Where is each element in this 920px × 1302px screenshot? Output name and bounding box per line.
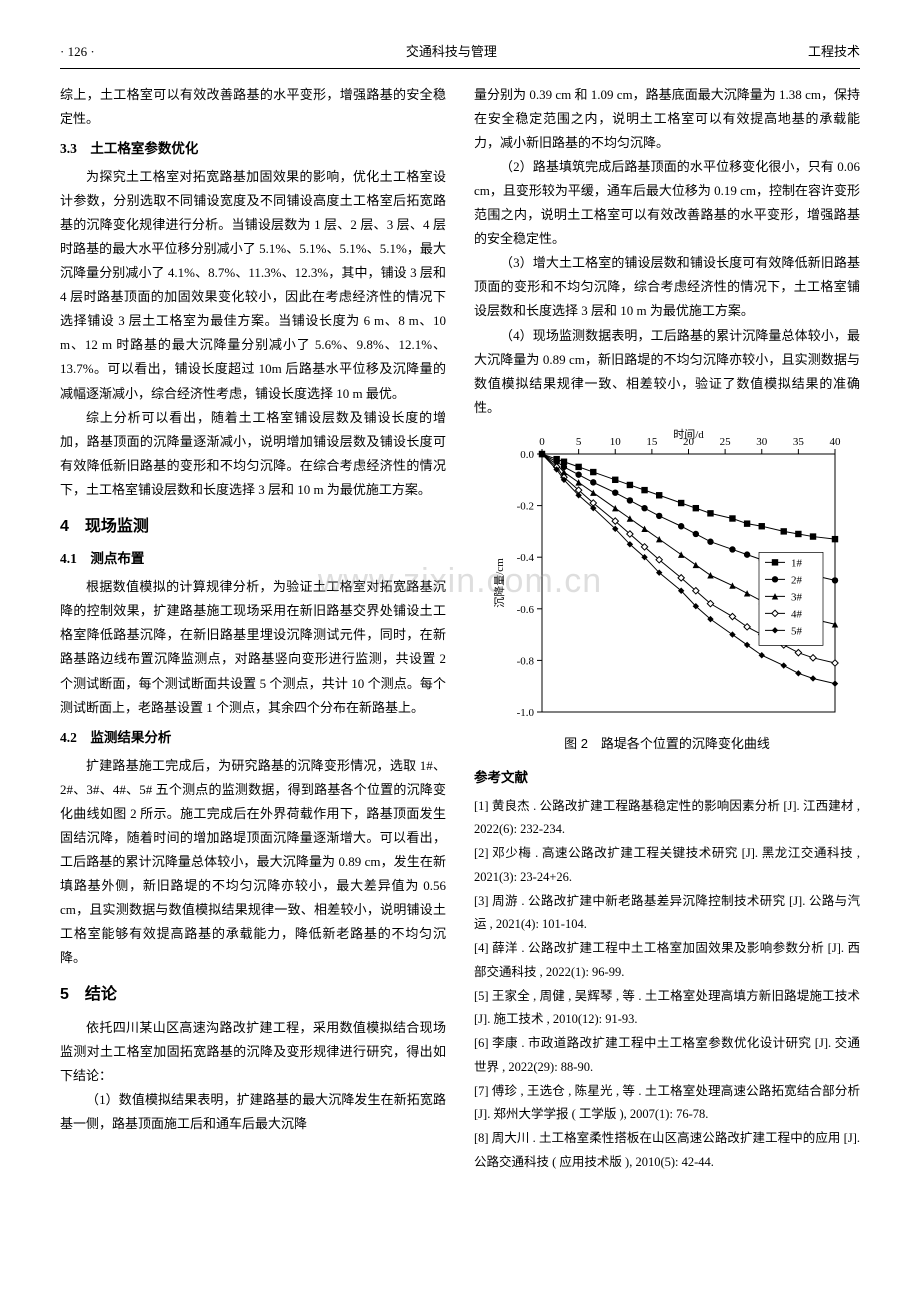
para-5-2: （1）数值模拟结果表明，扩建路基的最大沉降发生在新拓宽路基一侧，路基顶面施工后和…	[60, 1088, 446, 1136]
page-header: · 126 · 交通科技与管理 工程技术	[60, 40, 860, 69]
svg-text:0: 0	[539, 436, 545, 448]
para-3-3-1: 为探究土工格室对拓宽路基加固效果的影响，优化土工格室设计参数，分别选取不同铺设宽…	[60, 165, 446, 405]
two-column-layout: 综上，土工格室可以有效改善路基的水平变形，增强路基的安全稳定性。 3.3 土工格…	[60, 83, 860, 1175]
svg-text:-0.8: -0.8	[517, 655, 535, 667]
svg-text:10: 10	[610, 436, 622, 448]
heading-5: 5 结论	[60, 980, 446, 1010]
svg-text:-0.6: -0.6	[517, 604, 535, 616]
para-4-1: 根据数值模拟的计算规律分析，为验证土工格室对拓宽路基沉降的控制效果，扩建路基施工…	[60, 575, 446, 719]
svg-text:5#: 5#	[791, 625, 803, 637]
svg-text:35: 35	[793, 436, 805, 448]
reference-item: [7] 傅珍 , 王选仓 , 陈星光 , 等 . 土工格室处理高速公路拓宽结合部…	[474, 1080, 860, 1128]
left-column: 综上，土工格室可以有效改善路基的水平变形，增强路基的安全稳定性。 3.3 土工格…	[60, 83, 446, 1175]
reference-item: [1] 黄良杰 . 公路改扩建工程路基稳定性的影响因素分析 [J]. 江西建材 …	[474, 795, 860, 843]
svg-text:-0.4: -0.4	[517, 552, 535, 564]
svg-text:15: 15	[646, 436, 658, 448]
para-5-1: 依托四川某山区高速沟路改扩建工程，采用数值模拟结合现场监测对土工格室加固拓宽路基…	[60, 1016, 446, 1088]
figure-2-caption: 图 2 路堤各个位置的沉降变化曲线	[474, 732, 860, 756]
para-continuation: 综上，土工格室可以有效改善路基的水平变形，增强路基的安全稳定性。	[60, 83, 446, 131]
para-concl-2: （2）路基填筑完成后路基顶面的水平位移变化很小，只有 0.06 cm，且变形较为…	[474, 155, 860, 251]
para-concl-3: （3）增大土工格室的铺设层数和铺设长度可有效降低新旧路基顶面的变形和不均匀沉降，…	[474, 251, 860, 323]
svg-text:5: 5	[576, 436, 582, 448]
para-concl-4: （4）现场监测数据表明，工后路基的累计沉降量总体较小，最大沉降量为 0.89 c…	[474, 324, 860, 420]
svg-text:2#: 2#	[791, 574, 803, 586]
svg-text:-1.0: -1.0	[517, 707, 535, 719]
svg-text:4#: 4#	[791, 608, 803, 620]
heading-4: 4 现场监测	[60, 512, 446, 542]
reference-item: [8] 周大川 . 土工格室柔性搭板在山区高速公路改扩建工程中的应用 [J]. …	[474, 1127, 860, 1175]
heading-3-3: 3.3 土工格室参数优化	[60, 137, 446, 162]
header-section: 工程技术	[808, 40, 860, 64]
svg-text:1#: 1#	[791, 557, 803, 569]
reference-item: [5] 王家全 , 周健 , 吴辉琴 , 等 . 土工格室处理高填方新旧路堤施工…	[474, 985, 860, 1033]
svg-text:40: 40	[830, 436, 842, 448]
reference-item: [2] 邓少梅 . 高速公路改扩建工程关键技术研究 [J]. 黑龙江交通科技 ,…	[474, 842, 860, 890]
svg-text:25: 25	[720, 436, 732, 448]
journal-name: 交通科技与管理	[406, 40, 497, 64]
svg-text:0.0: 0.0	[520, 449, 534, 461]
heading-4-2: 4.2 监测结果分析	[60, 726, 446, 751]
reference-item: [3] 周游 . 公路改扩建中新老路基差异沉降控制技术研究 [J]. 公路与汽运…	[474, 890, 860, 938]
svg-text:时间/d: 时间/d	[673, 428, 704, 441]
right-column: 量分别为 0.39 cm 和 1.09 cm，路基底面最大沉降量为 1.38 c…	[474, 83, 860, 1175]
svg-text:3#: 3#	[791, 591, 803, 603]
para-4-2: 扩建路基施工完成后，为研究路基的沉降变形情况，选取 1#、2#、3#、4#、5#…	[60, 754, 446, 970]
svg-text:沉降量/cm: 沉降量/cm	[492, 558, 506, 608]
references-title: 参考文献	[474, 766, 860, 791]
figure-2-chart: 05101520253035400.0-0.2-0.4-0.6-0.8-1.0时…	[487, 426, 847, 726]
reference-item: [6] 李康 . 市政道路改扩建工程中土工格室参数优化设计研究 [J]. 交通世…	[474, 1032, 860, 1080]
reference-item: [4] 薛洋 . 公路改扩建工程中土工格室加固效果及影响参数分析 [J]. 西部…	[474, 937, 860, 985]
para-3-3-2: 综上分析可以看出，随着土工格室铺设层数及铺设长度的增加，路基顶面的沉降量逐渐减小…	[60, 406, 446, 502]
svg-text:-0.2: -0.2	[517, 500, 534, 512]
para-right-cont: 量分别为 0.39 cm 和 1.09 cm，路基底面最大沉降量为 1.38 c…	[474, 83, 860, 155]
svg-text:30: 30	[756, 436, 768, 448]
page-number: · 126 ·	[60, 40, 95, 64]
heading-4-1: 4.1 测点布置	[60, 547, 446, 572]
references-list: [1] 黄良杰 . 公路改扩建工程路基稳定性的影响因素分析 [J]. 江西建材 …	[474, 795, 860, 1175]
